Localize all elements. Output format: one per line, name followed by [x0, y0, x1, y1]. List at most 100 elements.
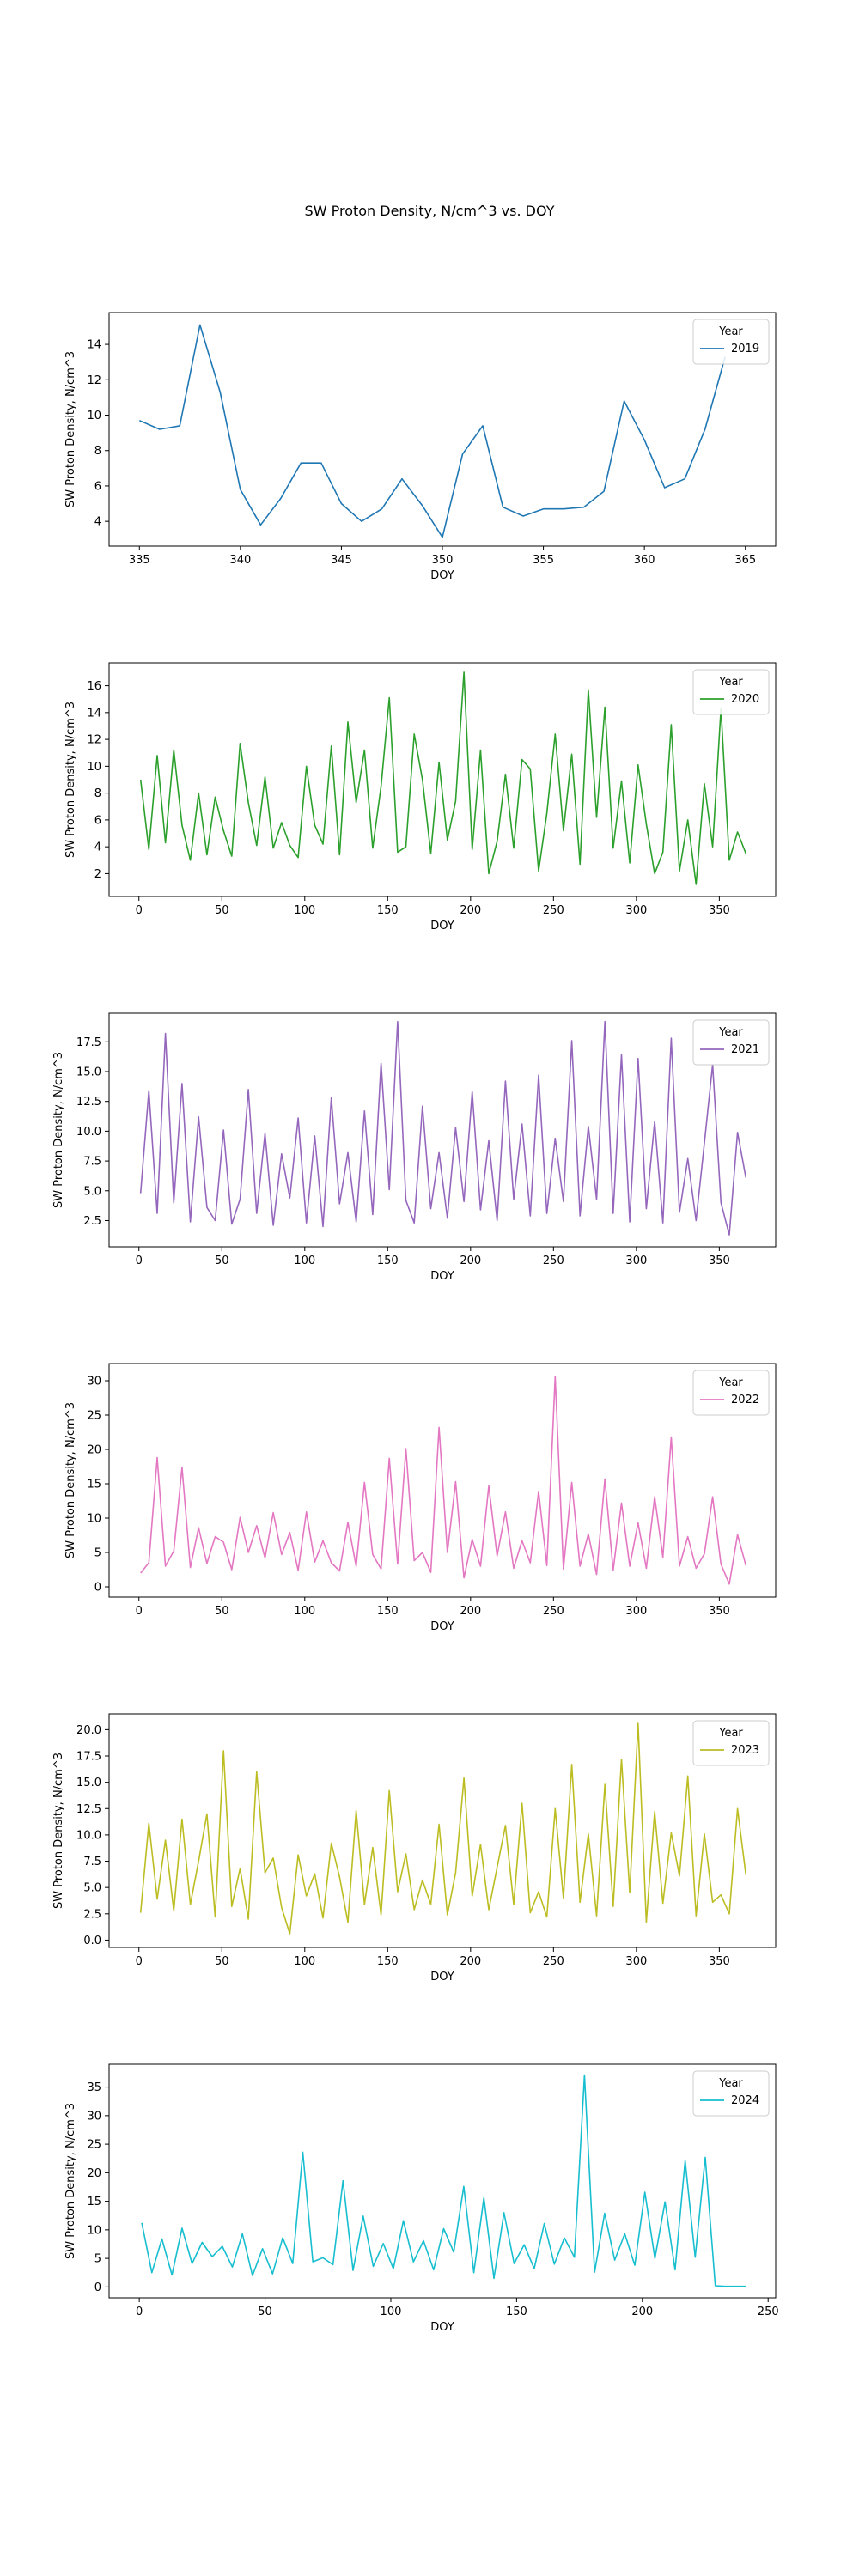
plot-frame	[108, 1012, 777, 1248]
x-tick-label: 200	[631, 2306, 653, 2318]
x-tick-label: 250	[543, 1955, 564, 1968]
x-tick-label: 50	[215, 904, 229, 917]
series-line	[138, 324, 726, 538]
y-tick-label: 0.0	[83, 1935, 101, 1947]
series-line	[139, 671, 747, 885]
x-tick-label: 345	[331, 554, 352, 567]
legend-label: 2022	[731, 1394, 759, 1406]
x-tick-label: 0	[136, 904, 143, 917]
x-tick-label: 150	[377, 1605, 399, 1618]
chart-panel: 0 50 100 150 200 250 300 350 2 4 6 8 10 12 14 16 DOY SW P…	[64, 662, 777, 933]
y-tick-label: 0	[94, 1582, 101, 1595]
y-tick-label: 25	[87, 1410, 101, 1423]
y-tick-label: 10.0	[76, 1829, 101, 1842]
x-tick-label: 50	[258, 2306, 272, 2318]
y-tick-label: 0	[94, 2281, 101, 2294]
y-axis-label: SW Proton Density, N/cm^3	[52, 1753, 65, 1909]
legend-title: Year	[718, 325, 743, 338]
x-tick-label: 0	[136, 1605, 143, 1618]
y-tick-label: 7.5	[83, 1856, 101, 1868]
y-tick-label: 20.0	[76, 1724, 101, 1737]
series-line	[140, 1376, 747, 1585]
x-tick-label: 100	[381, 2306, 402, 2318]
y-tick-label: 2	[94, 868, 101, 881]
y-tick-label: 12	[87, 734, 101, 747]
y-tick-label: 2.5	[83, 1908, 101, 1921]
x-tick-label: 100	[294, 1255, 315, 1267]
x-tick-label: 200	[460, 904, 481, 917]
y-tick-label: 8	[94, 787, 101, 800]
y-tick-label: 10	[87, 410, 101, 422]
y-tick-label: 4	[94, 516, 101, 529]
legend-label: 2024	[731, 2094, 759, 2107]
x-axis-label: DOY	[430, 2321, 454, 2334]
series-line	[141, 2074, 746, 2287]
x-tick-label: 200	[460, 1955, 481, 1968]
x-tick-label: 300	[625, 1255, 647, 1267]
x-tick-label: 150	[377, 904, 399, 917]
x-tick-label: 340	[229, 554, 251, 567]
x-tick-label: 150	[506, 2306, 527, 2318]
x-tick-label: 335	[129, 554, 150, 567]
y-tick-label: 5.0	[83, 1185, 101, 1198]
series-line	[139, 1722, 747, 1935]
x-tick-label: 50	[215, 1605, 229, 1618]
y-tick-label: 30	[87, 1376, 101, 1388]
x-tick-label: 50	[215, 1255, 229, 1267]
y-tick-label: 16	[87, 680, 101, 693]
y-tick-label: 10	[87, 2224, 101, 2237]
y-axis-label: SW Proton Density, N/cm^3	[64, 702, 77, 858]
y-tick-label: 10.0	[76, 1126, 101, 1139]
legend-box	[692, 669, 770, 715]
y-tick-label: 4	[94, 841, 101, 854]
x-tick-label: 250	[543, 1605, 564, 1618]
x-tick-label: 300	[625, 904, 647, 917]
y-tick-label: 35	[87, 2081, 101, 2094]
x-tick-label: 200	[460, 1605, 481, 1618]
x-tick-label: 350	[432, 554, 454, 567]
x-tick-label: 100	[294, 904, 315, 917]
legend-box	[692, 2070, 770, 2117]
x-tick-label: 300	[625, 1955, 647, 1968]
y-tick-label: 12.5	[76, 1096, 101, 1109]
x-axis-label: DOY	[430, 569, 454, 582]
x-axis-label: DOY	[430, 1270, 454, 1283]
legend-title: Year	[718, 1727, 743, 1740]
x-tick-label: 100	[294, 1955, 315, 1968]
y-axis-label: SW Proton Density, N/cm^3	[64, 1402, 77, 1558]
y-tick-label: 17.5	[76, 1036, 101, 1049]
y-tick-label: 10	[87, 761, 101, 774]
y-tick-label: 7.5	[83, 1156, 101, 1169]
x-tick-label: 150	[377, 1255, 399, 1267]
x-tick-label: 250	[543, 1255, 564, 1267]
plot-frame	[108, 2063, 777, 2299]
y-tick-label: 14	[87, 339, 101, 352]
plot-frame	[108, 1363, 777, 1598]
legend-label: 2020	[731, 693, 759, 706]
y-tick-label: 12	[87, 374, 101, 387]
legend-label: 2023	[731, 1744, 759, 1757]
x-tick-label: 350	[709, 1955, 730, 1968]
x-axis-label: DOY	[430, 1971, 454, 1984]
x-axis-label: DOY	[430, 920, 454, 933]
legend-box	[692, 319, 770, 365]
legend-title: Year	[718, 676, 743, 689]
x-tick-label: 250	[543, 904, 564, 917]
legend-title: Year	[718, 2077, 743, 2090]
chart-panel: 0 50 100 150 200 250 300 350 0.0 2.5 5.0 7.5 10.0 12.…	[52, 1713, 777, 1984]
chart-panel: 335 340 345 350 355 360 365 4 6 8 10 12 14 DOY SW Prot…	[64, 312, 777, 582]
chart-panel: 0 50 100 150 200 250 300 350 2.5 5.0 7.5 10.0 12.5 15…	[52, 1012, 777, 1283]
series-line	[139, 1020, 747, 1236]
chart-panel: 0 50 100 150 200 250 0 5 10 15 20 25 30 35 DOY SW Proto…	[64, 2063, 779, 2334]
x-tick-label: 100	[294, 1605, 315, 1618]
y-tick-label: 8	[94, 445, 101, 458]
x-tick-label: 150	[377, 1955, 399, 1968]
x-tick-label: 250	[758, 2306, 779, 2318]
y-tick-label: 6	[94, 814, 101, 827]
y-tick-label: 15.0	[76, 1777, 101, 1789]
y-tick-label: 30	[87, 2110, 101, 2123]
y-tick-label: 20	[87, 2167, 101, 2180]
x-tick-label: 350	[709, 1255, 730, 1267]
legend-box	[692, 1720, 770, 1766]
y-tick-label: 5.0	[83, 1882, 101, 1895]
